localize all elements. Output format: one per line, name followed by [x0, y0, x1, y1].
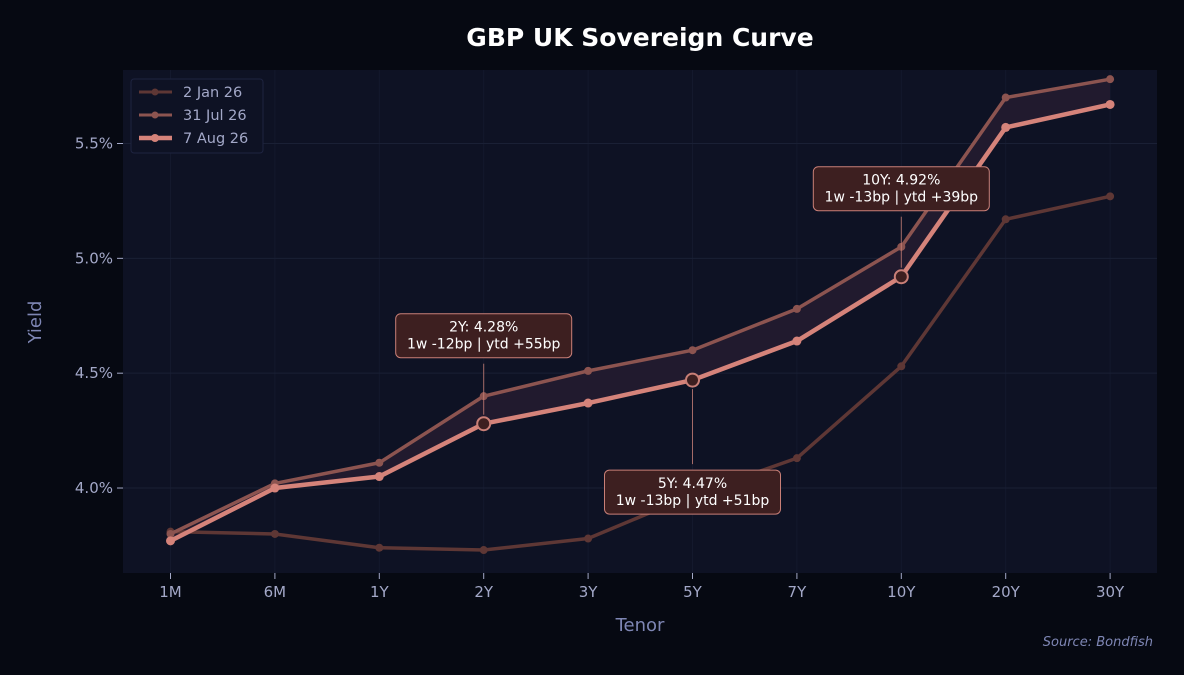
data-point	[1001, 215, 1010, 224]
data-point	[792, 454, 801, 463]
legend-entry: 7 Aug 26	[139, 131, 248, 147]
y-tick-label: 4.0%	[75, 479, 113, 497]
data-point	[1106, 75, 1115, 84]
data-point	[584, 534, 593, 543]
highlight-marker	[893, 269, 909, 285]
x-tick-label: 1M	[159, 583, 182, 601]
legend-swatch-marker	[151, 88, 159, 96]
legend-swatch-marker	[151, 111, 159, 119]
data-point	[375, 543, 384, 552]
x-axis-ticks: 1M 6M 1Y 2Y 3Y 5Y 7Y 10Y 20Y 30Y	[159, 573, 1125, 601]
data-point	[1001, 93, 1010, 102]
x-axis-label: Tenor	[615, 615, 665, 636]
x-tick-label: 2Y	[474, 583, 494, 601]
data-point	[792, 304, 801, 313]
data-point	[897, 362, 906, 371]
annotation-label: 2Y: 4.28%	[449, 320, 518, 336]
legend-label: 7 Aug 26	[183, 131, 248, 147]
annotation-10y: 10Y: 4.92%1w -13bp | ytd +39bp	[812, 166, 990, 285]
chart-title: GBP UK Sovereign Curve	[466, 23, 813, 52]
data-point	[374, 472, 384, 482]
legend: 2 Jan 26 31 Jul 26 7 Aug 26	[130, 78, 264, 154]
annotation-detail: 1w -12bp | ytd +55bp	[407, 337, 561, 353]
annotation-5y: 5Y: 4.47%1w -13bp | ytd +51bp	[604, 372, 781, 515]
source-note: Source: Bondfish	[1043, 635, 1153, 650]
data-point	[166, 536, 175, 546]
data-point	[479, 546, 488, 555]
x-tick-label: 10Y	[887, 583, 916, 601]
legend-label: 31 Jul 26	[183, 108, 247, 124]
annotation-detail: 1w -13bp | ytd +39bp	[825, 190, 979, 206]
highlight-marker	[476, 416, 492, 432]
data-point	[375, 458, 384, 467]
data-point	[1105, 99, 1115, 109]
data-point	[1106, 192, 1115, 201]
y-tick-label: 5.0%	[75, 249, 113, 267]
y-tick-label: 5.5%	[75, 134, 113, 152]
y-axis-ticks: 4.0% 4.5% 5.0% 5.5%	[75, 134, 123, 497]
data-point	[1001, 122, 1011, 132]
annotation-detail: 1w -13bp | ytd +51bp	[616, 493, 770, 509]
annotation-box	[604, 469, 781, 515]
x-tick-label: 7Y	[788, 583, 808, 601]
legend-entry: 31 Jul 26	[139, 108, 247, 124]
annotation-label: 10Y: 4.92%	[862, 173, 940, 189]
data-point	[583, 398, 593, 408]
x-tick-label: 6M	[264, 583, 287, 601]
legend-swatch-marker	[151, 134, 159, 142]
x-tick-label: 1Y	[370, 583, 390, 601]
legend-box	[130, 78, 264, 154]
x-tick-label: 3Y	[579, 583, 599, 601]
x-tick-label: 5Y	[683, 583, 703, 601]
x-tick-label: 30Y	[1096, 583, 1125, 601]
data-point	[270, 483, 280, 493]
data-point	[584, 366, 593, 375]
data-point	[270, 529, 279, 538]
data-point	[166, 529, 175, 538]
annotation-label: 5Y: 4.47%	[658, 476, 727, 492]
data-point	[688, 346, 697, 355]
data-point	[792, 336, 802, 346]
y-tick-label: 4.5%	[75, 364, 113, 382]
legend-entry: 2 Jan 26	[139, 85, 242, 101]
x-tick-label: 20Y	[992, 583, 1021, 601]
annotation-2y: 2Y: 4.28%1w -12bp | ytd +55bp	[395, 313, 573, 432]
highlight-marker	[685, 372, 700, 388]
y-axis-label: Yield	[25, 301, 46, 345]
legend-label: 2 Jan 26	[183, 85, 242, 101]
annotation-box	[395, 313, 573, 359]
annotation-box	[812, 166, 990, 212]
series-line	[168, 194, 1112, 552]
